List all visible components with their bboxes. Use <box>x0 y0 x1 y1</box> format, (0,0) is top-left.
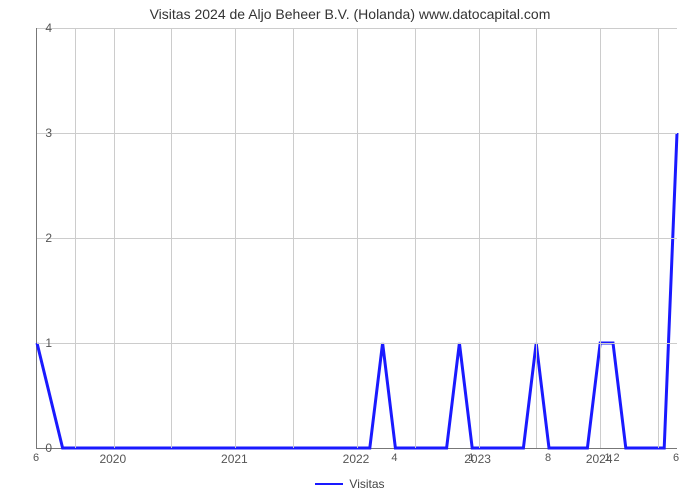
vgrid-line <box>171 28 172 448</box>
vgrid-line <box>658 28 659 448</box>
vgrid-line <box>235 28 236 448</box>
chart-title: Visitas 2024 de Aljo Beheer B.V. (Holand… <box>0 6 700 22</box>
vgrid-line <box>479 28 480 448</box>
vgrid-line <box>415 28 416 448</box>
plot-area <box>36 28 677 449</box>
series-point-label: 4 <box>391 452 397 464</box>
x-tick-year: 2022 <box>343 452 370 466</box>
vgrid-line <box>600 28 601 448</box>
y-tick-label: 3 <box>32 126 52 140</box>
vgrid-line <box>114 28 115 448</box>
series-point-label: 8 <box>545 452 551 464</box>
series-point-label: 6 <box>33 452 39 464</box>
series-point-label: 6 <box>673 452 679 464</box>
y-tick-label: 1 <box>32 336 52 350</box>
series-point-label: 1 2 <box>604 452 619 464</box>
series-point-label: 1 <box>468 452 474 464</box>
vgrid-line <box>75 28 76 448</box>
y-tick-label: 4 <box>32 21 52 35</box>
x-tick-year: 2020 <box>99 452 126 466</box>
vgrid-line <box>293 28 294 448</box>
legend: Visitas <box>0 476 700 491</box>
legend-label: Visitas <box>349 477 384 491</box>
y-tick-label: 2 <box>32 231 52 245</box>
vgrid-line <box>357 28 358 448</box>
x-tick-year: 2021 <box>221 452 248 466</box>
vgrid-line <box>536 28 537 448</box>
legend-swatch <box>315 483 343 485</box>
